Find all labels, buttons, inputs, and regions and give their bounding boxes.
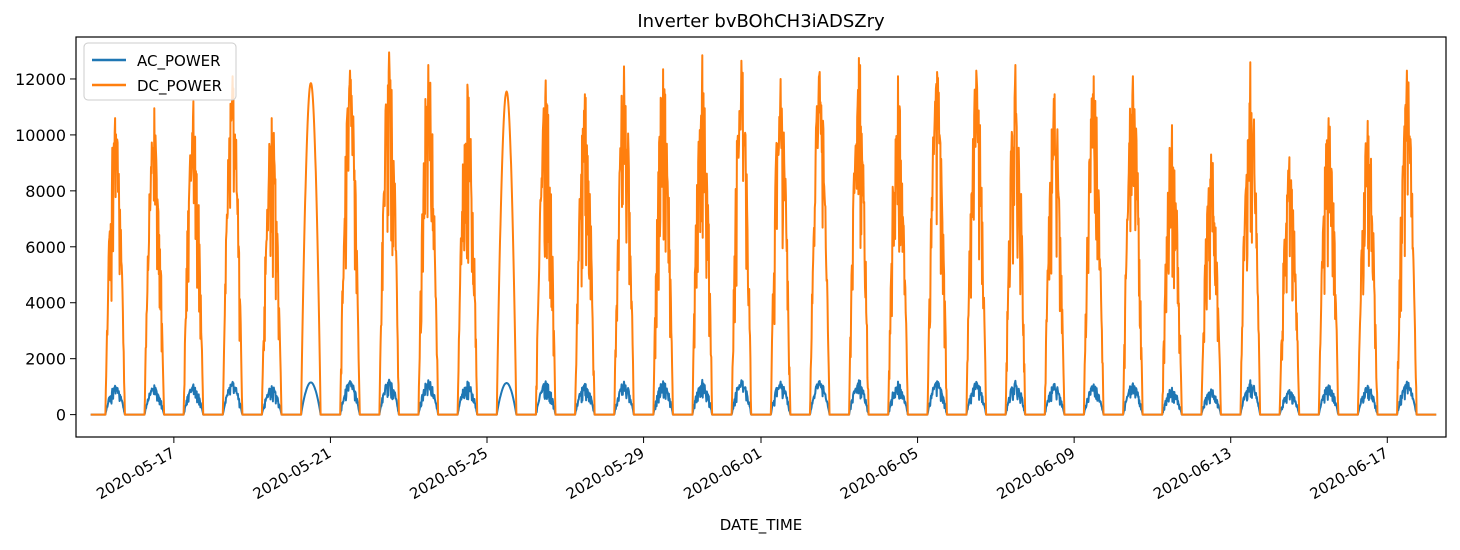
x-tick-label-5: 2020-06-05 — [837, 444, 922, 503]
legend-label-1: DC_POWER — [137, 77, 222, 96]
x-axis: 2020-05-17 2020-05-21 2020-05-25 2020-05-29… — [93, 437, 1391, 503]
series-line-ac-power — [90, 378, 1437, 416]
y-axis: 0 2000 4000 6000 8000 10000 12000 — [15, 70, 76, 425]
y-tick-label-1: 2000 — [25, 350, 66, 369]
x-tick-label-0: 2020-05-17 — [93, 444, 178, 503]
series-line-dc-power — [90, 51, 1437, 416]
legend-label-0: AC_POWER — [137, 52, 221, 71]
x-tick-label-8: 2020-06-17 — [1307, 444, 1392, 503]
y-tick-label-5: 10000 — [15, 126, 66, 145]
y-tick-label-2: 4000 — [25, 294, 66, 313]
y-tick-label-0: 0 — [56, 406, 66, 425]
x-tick-label-1: 2020-05-21 — [250, 444, 335, 503]
y-tick-label-6: 12000 — [15, 70, 66, 89]
x-axis-label: DATE_TIME — [720, 516, 803, 535]
plot-lines — [90, 51, 1437, 416]
x-tick-label-7: 2020-06-13 — [1150, 444, 1235, 503]
chart-title: Inverter bvBOhCH3iADSZry — [637, 11, 885, 32]
y-tick-label-3: 6000 — [25, 238, 66, 257]
y-tick-label-4: 8000 — [25, 182, 66, 201]
x-tick-label-6: 2020-06-09 — [994, 444, 1079, 503]
x-tick-label-3: 2020-05-29 — [563, 444, 648, 503]
x-tick-label-4: 2020-06-01 — [680, 444, 765, 503]
x-tick-label-2: 2020-05-25 — [406, 444, 491, 503]
legend: AC_POWER DC_POWER — [83, 42, 237, 101]
